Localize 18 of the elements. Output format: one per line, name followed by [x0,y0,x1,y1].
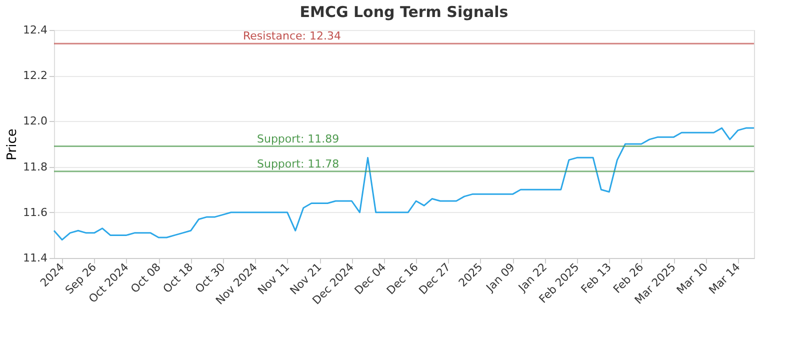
y-tick-label: 12.4 [23,24,48,36]
ref-line-label: Resistance: 12.34 [243,30,341,43]
x-tick-label: Oct 18 [160,260,196,296]
ref-line-label: Support: 11.78 [257,157,340,170]
y-axis-title: Price [5,128,20,160]
x-tick-label: Jan 09 [483,260,518,295]
y-tick-label: 11.8 [23,160,48,174]
line-series [53,127,755,241]
y-tick-label: 11.4 [23,252,48,264]
y-tick-label: 12.0 [23,114,48,128]
y-tick-label: 11.6 [23,206,48,219]
chart-title: EMCG Long Term Signals [300,3,508,21]
x-tick-label: Dec 27 [416,260,453,298]
y-tick-label: 12.2 [23,69,48,82]
x-tick-label: Oct 08 [128,260,164,296]
x-tick-label: Mar 14 [706,260,743,297]
x-tick-label: Feb 13 [578,260,614,296]
ref-line-label: Support: 11.89 [257,132,340,146]
